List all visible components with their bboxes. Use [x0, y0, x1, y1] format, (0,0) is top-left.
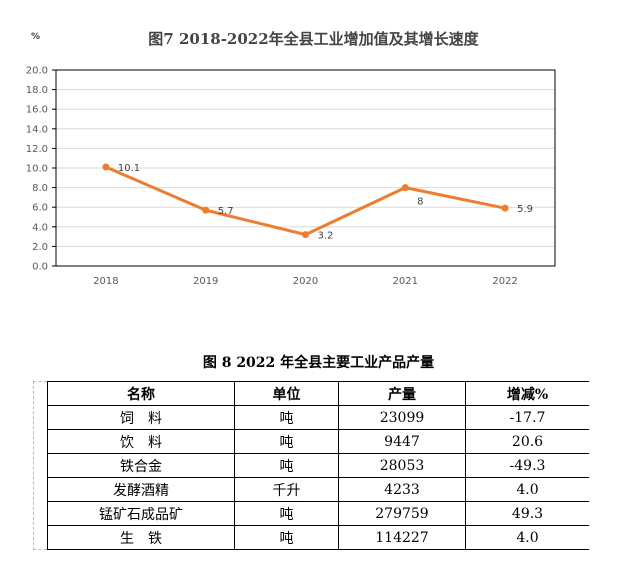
y-unit-label: % — [31, 32, 41, 42]
table-row: 饮 料吨 9447 20.6 — [47, 429, 589, 454]
table-cell: 28053 — [338, 453, 466, 478]
product-table: 名称 单位 产量 增减% 饲 料吨 23099 -17.7 饮 料吨 9447 20.6 铁合金吨… — [47, 381, 589, 550]
column-header: 增减% — [465, 381, 589, 406]
x-tick-label: 2022 — [492, 276, 517, 287]
y-tick-label: 18.0 — [26, 85, 48, 96]
table-row: 发酵酒精 千升 4233 4.0 — [47, 477, 589, 502]
table-cell: 吨 — [234, 405, 339, 430]
y-tick-label: 14.0 — [26, 124, 48, 135]
y-tick-label: 0.0 — [32, 262, 48, 273]
table-cell: 20.6 — [465, 429, 589, 454]
column-header: 产量 — [338, 381, 466, 406]
y-tick-label: 20.0 — [26, 66, 48, 77]
y-tick-label: 12.0 — [26, 144, 48, 155]
data-label: 3.2 — [318, 231, 334, 242]
table-cell: 23099 — [338, 405, 466, 430]
table-cell: 4233 — [338, 477, 466, 502]
data-point — [401, 184, 409, 192]
y-tick-label: 4.0 — [32, 222, 48, 233]
y-tick-label: 8.0 — [32, 183, 48, 194]
table-cell: -17.7 — [465, 405, 589, 430]
table-cell: 生 铁 — [47, 525, 235, 550]
table-cell: 饲 料 — [47, 405, 235, 430]
table-cell: 49.3 — [465, 501, 589, 526]
line-chart: 0.0 2.0 4.0 6.0 8.0 10.0 12.0 14.0 16.0 18.0 20.0 2… — [26, 66, 556, 287]
table-row: 铁合金吨 28053 -49.3 — [47, 453, 589, 478]
x-tick-label: 2021 — [393, 276, 418, 287]
table-cell: 吨 — [234, 525, 339, 550]
data-label: 5.9 — [517, 204, 533, 215]
table-cell: 吨 — [234, 453, 339, 478]
data-label: 5.7 — [218, 206, 234, 217]
table-cell: 饮 料 — [47, 429, 235, 454]
table-cell: 279759 — [338, 501, 466, 526]
y-tick-label: 2.0 — [32, 242, 48, 253]
table-cell: 锰矿石成品矿 — [47, 501, 235, 526]
table-cell: 吨 — [234, 501, 339, 526]
column-header: 单位 — [234, 381, 339, 406]
table-row: 饲 料吨 23099 -17.7 — [47, 405, 589, 430]
data-point — [202, 206, 210, 214]
data-point — [501, 204, 509, 212]
x-tick-label: 2019 — [193, 276, 218, 287]
table-cell: 4.0 — [465, 525, 589, 550]
x-tick-label: 2018 — [93, 276, 118, 287]
y-tick-label: 6.0 — [32, 203, 48, 214]
y-tick-label: 16.0 — [26, 105, 48, 116]
table-cell: 千升 — [234, 477, 339, 502]
table-title: 图 8 2022 年全县主要工业产品产量 — [202, 355, 435, 371]
table-cell: 9447 — [338, 429, 466, 454]
data-point — [302, 231, 309, 239]
table-cell: 4.0 — [465, 477, 589, 502]
table-row: 生 铁吨 114227 4.0 — [47, 525, 589, 550]
table-row-markers — [33, 381, 47, 550]
data-point — [102, 163, 110, 171]
table-cell: 吨 — [234, 429, 339, 454]
plot-area — [55, 69, 556, 267]
data-label: 10.1 — [118, 163, 140, 174]
table-cell: -49.3 — [465, 453, 589, 478]
table-row: 锰矿石成品矿吨 279759 49.3 — [47, 501, 589, 526]
table-cell: 114227 — [338, 525, 466, 550]
y-tick-label: 10.0 — [26, 164, 48, 175]
table-cell: 发酵酒精 — [47, 477, 235, 502]
series-line — [105, 165, 506, 237]
table-cell: 铁合金 — [47, 453, 235, 478]
data-label: 8 — [417, 197, 423, 208]
column-header: 名称 — [47, 381, 235, 406]
chart-title: 图7 2018-2022年全县工业增加值及其增长速度 — [148, 30, 479, 48]
x-tick-label: 2020 — [293, 276, 318, 287]
